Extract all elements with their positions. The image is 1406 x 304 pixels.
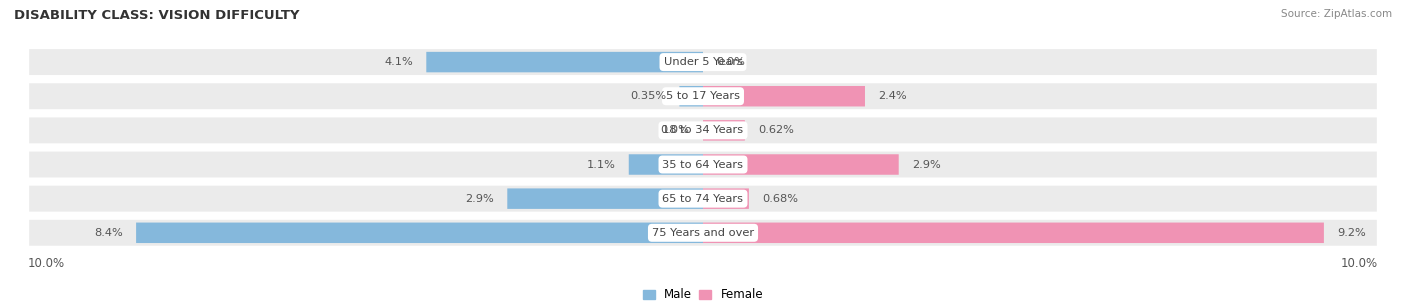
FancyBboxPatch shape — [136, 223, 703, 243]
FancyBboxPatch shape — [703, 120, 745, 141]
Text: 65 to 74 Years: 65 to 74 Years — [662, 194, 744, 204]
FancyBboxPatch shape — [679, 86, 703, 106]
Text: 0.0%: 0.0% — [661, 125, 689, 135]
FancyBboxPatch shape — [28, 150, 1378, 178]
Text: 1.1%: 1.1% — [586, 160, 616, 170]
FancyBboxPatch shape — [628, 154, 703, 175]
FancyBboxPatch shape — [703, 154, 898, 175]
Legend: Male, Female: Male, Female — [643, 288, 763, 301]
Text: 0.35%: 0.35% — [630, 91, 666, 101]
Text: 0.62%: 0.62% — [758, 125, 794, 135]
Text: 10.0%: 10.0% — [1341, 257, 1378, 270]
Text: Under 5 Years: Under 5 Years — [664, 57, 742, 67]
Text: Source: ZipAtlas.com: Source: ZipAtlas.com — [1281, 9, 1392, 19]
FancyBboxPatch shape — [28, 48, 1378, 76]
FancyBboxPatch shape — [28, 82, 1378, 110]
Text: 0.68%: 0.68% — [762, 194, 799, 204]
FancyBboxPatch shape — [703, 188, 749, 209]
Text: DISABILITY CLASS: VISION DIFFICULTY: DISABILITY CLASS: VISION DIFFICULTY — [14, 9, 299, 22]
Text: 2.9%: 2.9% — [912, 160, 941, 170]
FancyBboxPatch shape — [703, 223, 1324, 243]
Text: 35 to 64 Years: 35 to 64 Years — [662, 160, 744, 170]
Text: 2.4%: 2.4% — [879, 91, 907, 101]
Text: 8.4%: 8.4% — [94, 228, 122, 238]
Text: 18 to 34 Years: 18 to 34 Years — [662, 125, 744, 135]
Text: 0.0%: 0.0% — [717, 57, 745, 67]
FancyBboxPatch shape — [28, 219, 1378, 247]
Text: 75 Years and over: 75 Years and over — [652, 228, 754, 238]
FancyBboxPatch shape — [28, 116, 1378, 144]
FancyBboxPatch shape — [703, 86, 865, 106]
Text: 5 to 17 Years: 5 to 17 Years — [666, 91, 740, 101]
Text: 4.1%: 4.1% — [384, 57, 413, 67]
Text: 10.0%: 10.0% — [28, 257, 65, 270]
Text: 9.2%: 9.2% — [1337, 228, 1367, 238]
Text: 2.9%: 2.9% — [465, 194, 494, 204]
FancyBboxPatch shape — [426, 52, 703, 72]
FancyBboxPatch shape — [28, 185, 1378, 213]
FancyBboxPatch shape — [508, 188, 703, 209]
